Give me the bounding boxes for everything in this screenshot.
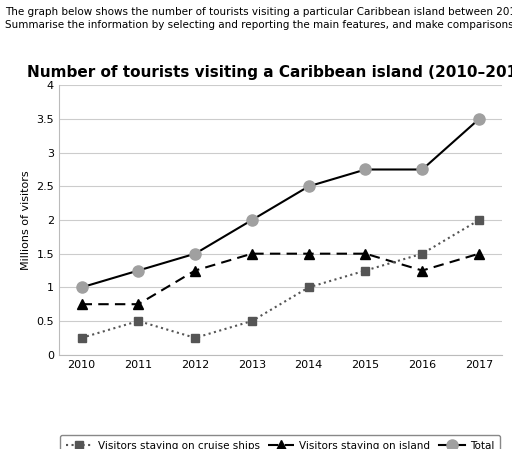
Title: Number of tourists visiting a Caribbean island (2010–2017): Number of tourists visiting a Caribbean … [27,65,512,80]
Text: Summarise the information by selecting and reporting the main features, and make: Summarise the information by selecting a… [5,20,512,30]
Legend: Visitors staying on cruise ships, Visitors staying on island, Total: Visitors staying on cruise ships, Visito… [60,435,500,449]
Text: The graph below shows the number of tourists visiting a particular Caribbean isl: The graph below shows the number of tour… [5,7,512,17]
Y-axis label: Millions of visitors: Millions of visitors [20,170,31,270]
